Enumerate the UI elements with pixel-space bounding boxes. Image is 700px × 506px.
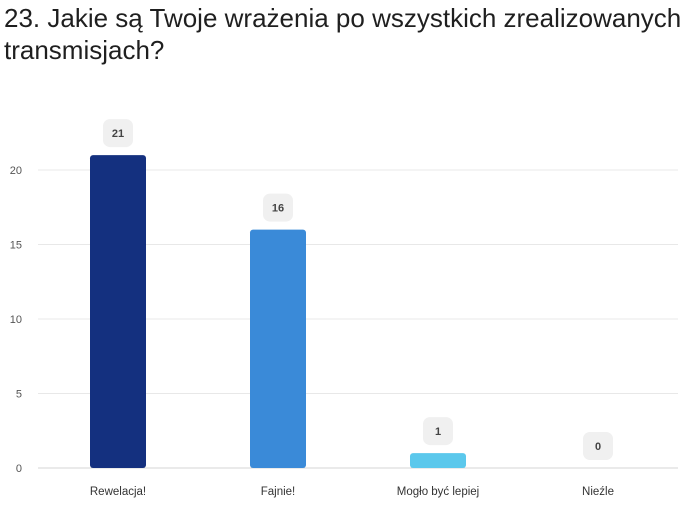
y-tick-label: 10 <box>10 314 22 326</box>
x-category-label: Nieźle <box>582 486 614 498</box>
data-label-bg <box>263 193 293 222</box>
data-label: 21 <box>103 119 133 148</box>
data-label: 16 <box>263 193 293 222</box>
data-label-bg <box>583 432 613 460</box>
y-tick-label: 20 <box>10 165 22 177</box>
x-category-label: Rewelacja! <box>90 486 146 498</box>
x-category-label: Mogło być lepiej <box>397 486 479 498</box>
bar-2 <box>250 229 306 468</box>
bars <box>90 155 466 468</box>
y-tick-label: 15 <box>10 240 22 252</box>
y-axis-ticks: 0 5 10 15 20 <box>10 165 22 475</box>
data-label-value: 21 <box>112 128 124 140</box>
bar-1 <box>90 155 146 468</box>
data-labels: 21 16 1 0 <box>103 119 613 460</box>
x-category-label: Fajnie! <box>261 486 296 498</box>
bar-3 <box>410 453 466 468</box>
data-label-bg <box>103 119 133 148</box>
data-label-value: 16 <box>272 203 284 215</box>
data-label-value: 0 <box>595 441 601 453</box>
data-label-value: 1 <box>435 426 441 438</box>
data-label-bg <box>423 417 453 446</box>
y-tick-label: 5 <box>16 389 22 401</box>
x-axis-categories: Rewelacja! Fajnie! Mogło być lepiej Nieźle <box>90 486 614 498</box>
data-label: 0 <box>583 432 613 460</box>
data-label: 1 <box>423 417 453 446</box>
y-tick-label: 0 <box>16 463 22 475</box>
chart-title: 23. Jakie są Twoje wrażenia po wszystkic… <box>4 3 682 65</box>
